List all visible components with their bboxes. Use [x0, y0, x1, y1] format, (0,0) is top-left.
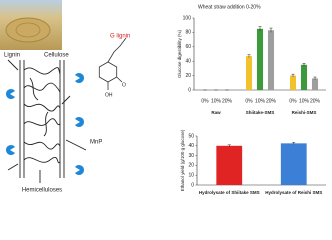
- bar: [256, 28, 264, 90]
- y-tick-label: 60: [185, 44, 191, 50]
- series-label: 0%: [289, 98, 297, 104]
- oh-label: OH: [105, 92, 113, 98]
- series-label: 0%: [245, 98, 253, 104]
- bar: [280, 143, 307, 185]
- series-label: 20%: [266, 98, 277, 104]
- series-label: 10%: [299, 98, 310, 104]
- y-tick-label: 40: [188, 143, 194, 149]
- y-tick-label: 10: [188, 173, 194, 179]
- y-tick-label: 20: [185, 73, 191, 79]
- bar: [245, 56, 253, 90]
- bar: [289, 75, 297, 90]
- x-tick-label: Hydrolysate of Reishi SMS: [265, 190, 322, 195]
- bar: [267, 30, 275, 91]
- bar: [311, 78, 319, 90]
- x-tick-label: Raw: [211, 110, 221, 115]
- fiber-diagram: [7, 59, 87, 183]
- x-tick-label: Hydrolysate of Shiitake SMS: [199, 190, 260, 195]
- y-tick-label: 40: [185, 59, 191, 65]
- series-label: 20%: [222, 98, 233, 104]
- y-axis-title: Ethanol yield (g/100 g glucose): [180, 129, 185, 191]
- y-tick-label: 0: [188, 87, 191, 93]
- g-lignin-structure: [98, 37, 127, 90]
- y-tick-label: 0: [191, 182, 194, 188]
- hay-bale: [5, 17, 51, 43]
- y-tick-label: 20: [188, 163, 194, 169]
- x-tick-label: Shiitake-SMS: [246, 110, 275, 115]
- y-tick-label: 80: [185, 30, 191, 36]
- hemicelluloses-label: Hemicelluloses: [22, 188, 62, 194]
- series-label: 20%: [310, 98, 321, 104]
- bar: [216, 145, 243, 185]
- o-label: O: [122, 82, 126, 88]
- chart-title: Wheat straw addition 0-20%: [198, 4, 261, 10]
- series-label: 10%: [211, 98, 222, 104]
- hay-bale-ring: [15, 22, 41, 38]
- y-tick-label: 30: [188, 153, 194, 159]
- y-tick-label: 100: [183, 15, 192, 21]
- y-axis-title: Glucose digestibility (%): [177, 29, 182, 78]
- cellulose-label: Cellulose: [44, 53, 69, 59]
- y-tick-label: 50: [188, 133, 194, 139]
- mnp-enzymes: [5, 73, 85, 175]
- series-label: 10%: [255, 98, 266, 104]
- g-lignin-label: G lignin: [110, 34, 130, 40]
- bar: [300, 64, 308, 90]
- mnp-label: MnP: [90, 140, 102, 146]
- x-tick-label: Reishi-SMS: [292, 110, 317, 115]
- lignin-label: Lignin: [4, 53, 20, 59]
- series-label: 0%: [201, 98, 209, 104]
- figure: G lignin OH O Lignin Cellulose MnP Hemic…: [0, 0, 326, 195]
